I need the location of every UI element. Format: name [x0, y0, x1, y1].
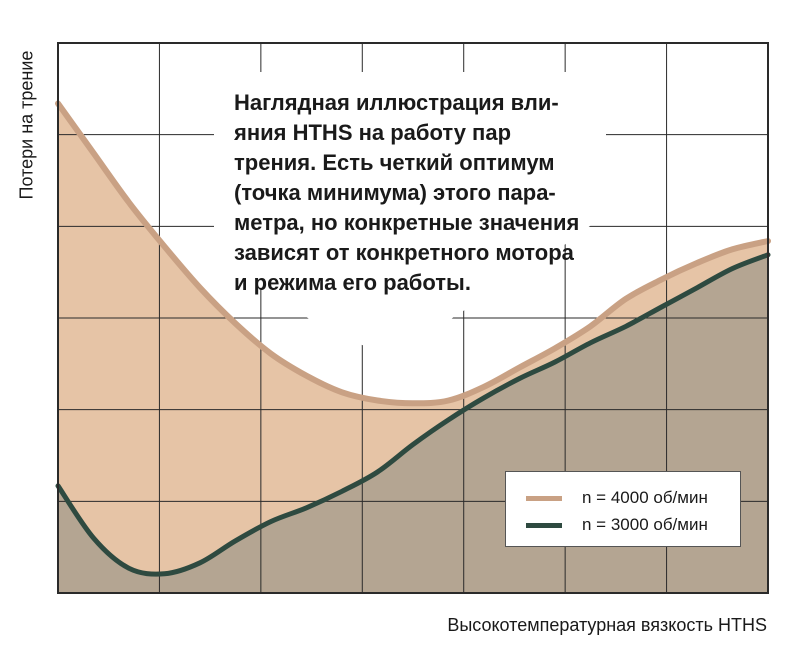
legend-label-4000: n = 4000 об/мин [582, 488, 708, 507]
series-line-3000 [55, 252, 771, 577]
legend-item-4000: n = 4000 об/мин [526, 487, 708, 509]
annotation-line: яния HTHS на работу пар [234, 120, 512, 145]
legend-swatch-3000 [526, 522, 562, 528]
x-axis-label: Высокотемпературная вязкость HTHS [447, 615, 767, 635]
y-axis-label: Потери на трение [16, 50, 37, 200]
legend: n = 4000 об/мин n = 3000 об/мин [505, 471, 741, 547]
chart-annotation: Наглядная иллюстрация вли- яния HTHS на … [234, 88, 580, 298]
annotation-line: Наглядная иллюстрация вли- [234, 90, 559, 115]
annotation-line: метра, но конкретные значения [234, 210, 580, 235]
annotation-line: трения. Есть четкий оптимум [234, 150, 555, 175]
legend-label-3000: n = 3000 об/мин [582, 515, 708, 534]
legend-swatch-4000 [526, 495, 562, 501]
series-line-4000 [55, 100, 771, 407]
annotation-bubble [214, 72, 606, 349]
plot-frame [57, 42, 769, 594]
annotation-line: и режима его работы. [234, 270, 471, 295]
annotation-line: (точка минимума) этого пара- [234, 180, 556, 205]
legend-item-3000: n = 3000 об/мин [526, 514, 708, 536]
annotation-line: зависят от конкретного мотора [234, 240, 574, 265]
